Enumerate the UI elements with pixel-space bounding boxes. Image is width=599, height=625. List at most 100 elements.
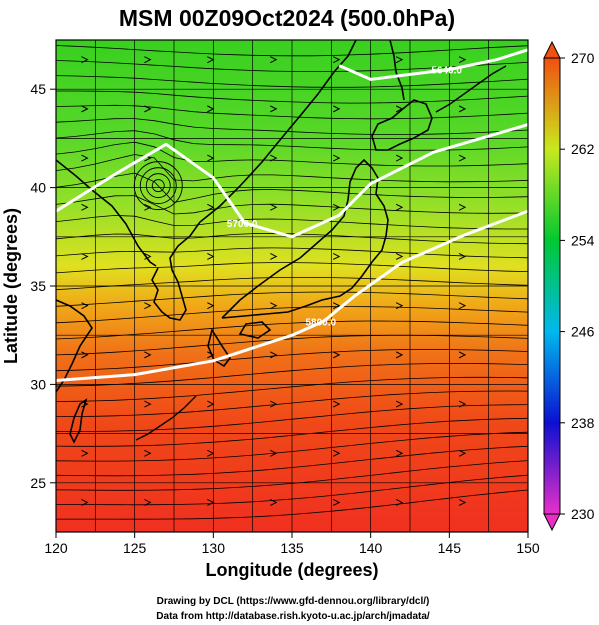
streamline-arrow (81, 56, 89, 64)
streamline (56, 195, 528, 215)
colorbar-tick-label: 246 (571, 324, 595, 340)
streamline-arrow (458, 105, 467, 113)
streamline (56, 214, 528, 230)
streamline (56, 306, 528, 324)
streamline-arrow (458, 154, 467, 162)
y-tick-label: 30 (30, 376, 46, 392)
streamline (56, 334, 528, 356)
streamline-arrow (81, 499, 89, 506)
streamline-arrow (458, 400, 467, 408)
colorbar-max-arrow (543, 40, 561, 59)
credit-line-1: Drawing by DCL (https://www.gfd-dennou.o… (157, 596, 430, 607)
streamline-arrow (81, 203, 89, 211)
streamline (56, 141, 528, 167)
colorbar-tick-label: 270 (571, 50, 595, 66)
streamline-arrow (458, 253, 467, 260)
streamline-arrow (458, 351, 467, 359)
cyclone-ring (145, 173, 171, 199)
streamline-arrow (332, 253, 341, 260)
streamline-arrow (270, 253, 278, 260)
streamline (56, 154, 528, 183)
streamline (56, 362, 528, 387)
colorbar: 230 238 246 254 262 270 (543, 40, 595, 532)
streamline-arrow (207, 203, 215, 211)
colorbar-tick-label: 238 (571, 415, 595, 431)
streamline-arrow (395, 56, 404, 64)
streamline (56, 445, 528, 477)
taiwan-coastline (69, 398, 88, 444)
contour-label: 5640.0 (431, 66, 462, 77)
streamline-arrow (332, 203, 341, 211)
streamline-arrow (270, 154, 278, 162)
sakhalin-coastline (389, 40, 405, 101)
streamline-arrow (144, 302, 152, 310)
x-tick-label: 125 (123, 540, 147, 556)
colorbar-tick-label: 230 (571, 506, 595, 522)
streamline-arrow (270, 56, 278, 64)
cyclone-ring (139, 167, 177, 205)
colorbar-tick-label: 262 (571, 141, 595, 157)
streamline-arrow (395, 400, 404, 408)
streamline-arrow (458, 56, 467, 64)
streamline-arrow (207, 449, 215, 457)
streamline (56, 348, 528, 372)
streamline-arrow (144, 56, 152, 64)
streamline (56, 172, 528, 203)
streamline-arrow (332, 351, 341, 359)
x-tick-label: 150 (516, 540, 540, 556)
streamline-arrow (395, 499, 404, 506)
streamline (56, 247, 528, 259)
contour-line (56, 209, 528, 382)
contour-line (338, 48, 528, 81)
streamline-arrow (81, 105, 89, 113)
streamline (56, 376, 528, 402)
streamline-arrow (395, 154, 404, 162)
y-axis-ticks: 25 30 35 40 45 (30, 81, 56, 491)
y-tick-label: 40 (30, 180, 46, 196)
cyclone-ring (133, 161, 183, 211)
streamline (56, 390, 528, 417)
streamline (56, 474, 528, 506)
streamline-arrow (81, 449, 89, 457)
streamline-arrow (81, 154, 89, 162)
streamline (56, 75, 528, 88)
streamline-arrow (81, 253, 89, 260)
streamline-arrow (144, 400, 152, 408)
coastline (56, 40, 507, 444)
streamline (56, 431, 528, 462)
y-tick-label: 25 (30, 475, 46, 491)
streamline-arrow (270, 400, 278, 408)
streamline (56, 277, 528, 291)
china-coastline (56, 159, 157, 393)
streamline-arrow (207, 154, 215, 162)
cyclone-center (133, 161, 183, 211)
streamline (56, 130, 528, 151)
streamline (56, 90, 528, 104)
streamline-arrow (207, 302, 215, 310)
streamline (56, 60, 528, 73)
x-tick-label: 145 (438, 540, 462, 556)
streamline (56, 104, 528, 120)
plot-area: 5800.0 5700.0 5640.0 (56, 40, 528, 532)
contour-label: 5800.0 (305, 317, 336, 328)
streamline-arrow (270, 351, 278, 359)
streamline-arrow (270, 302, 278, 310)
streamline-arrow (270, 105, 278, 113)
y-tick-label: 45 (30, 81, 46, 97)
streamline-arrow (144, 449, 152, 457)
colorbar-ticks: 230 238 246 254 262 270 (560, 50, 595, 522)
streamline-arrow (332, 56, 341, 64)
honshu-coastline (221, 158, 389, 319)
streamline-arrow (458, 302, 467, 310)
streamline-arrow (332, 154, 341, 162)
streamlines (56, 45, 528, 520)
x-tick-label: 135 (280, 540, 304, 556)
x-tick-label: 140 (359, 540, 383, 556)
contour-label: 5700.0 (227, 219, 258, 230)
streamline-arrow (332, 400, 341, 408)
streamline-arrow (395, 203, 404, 211)
russia-coastline (199, 40, 357, 223)
streamline-arrow (395, 302, 404, 310)
credit-line-2: Data from http://database.rish.kyoto-u.a… (156, 611, 430, 622)
